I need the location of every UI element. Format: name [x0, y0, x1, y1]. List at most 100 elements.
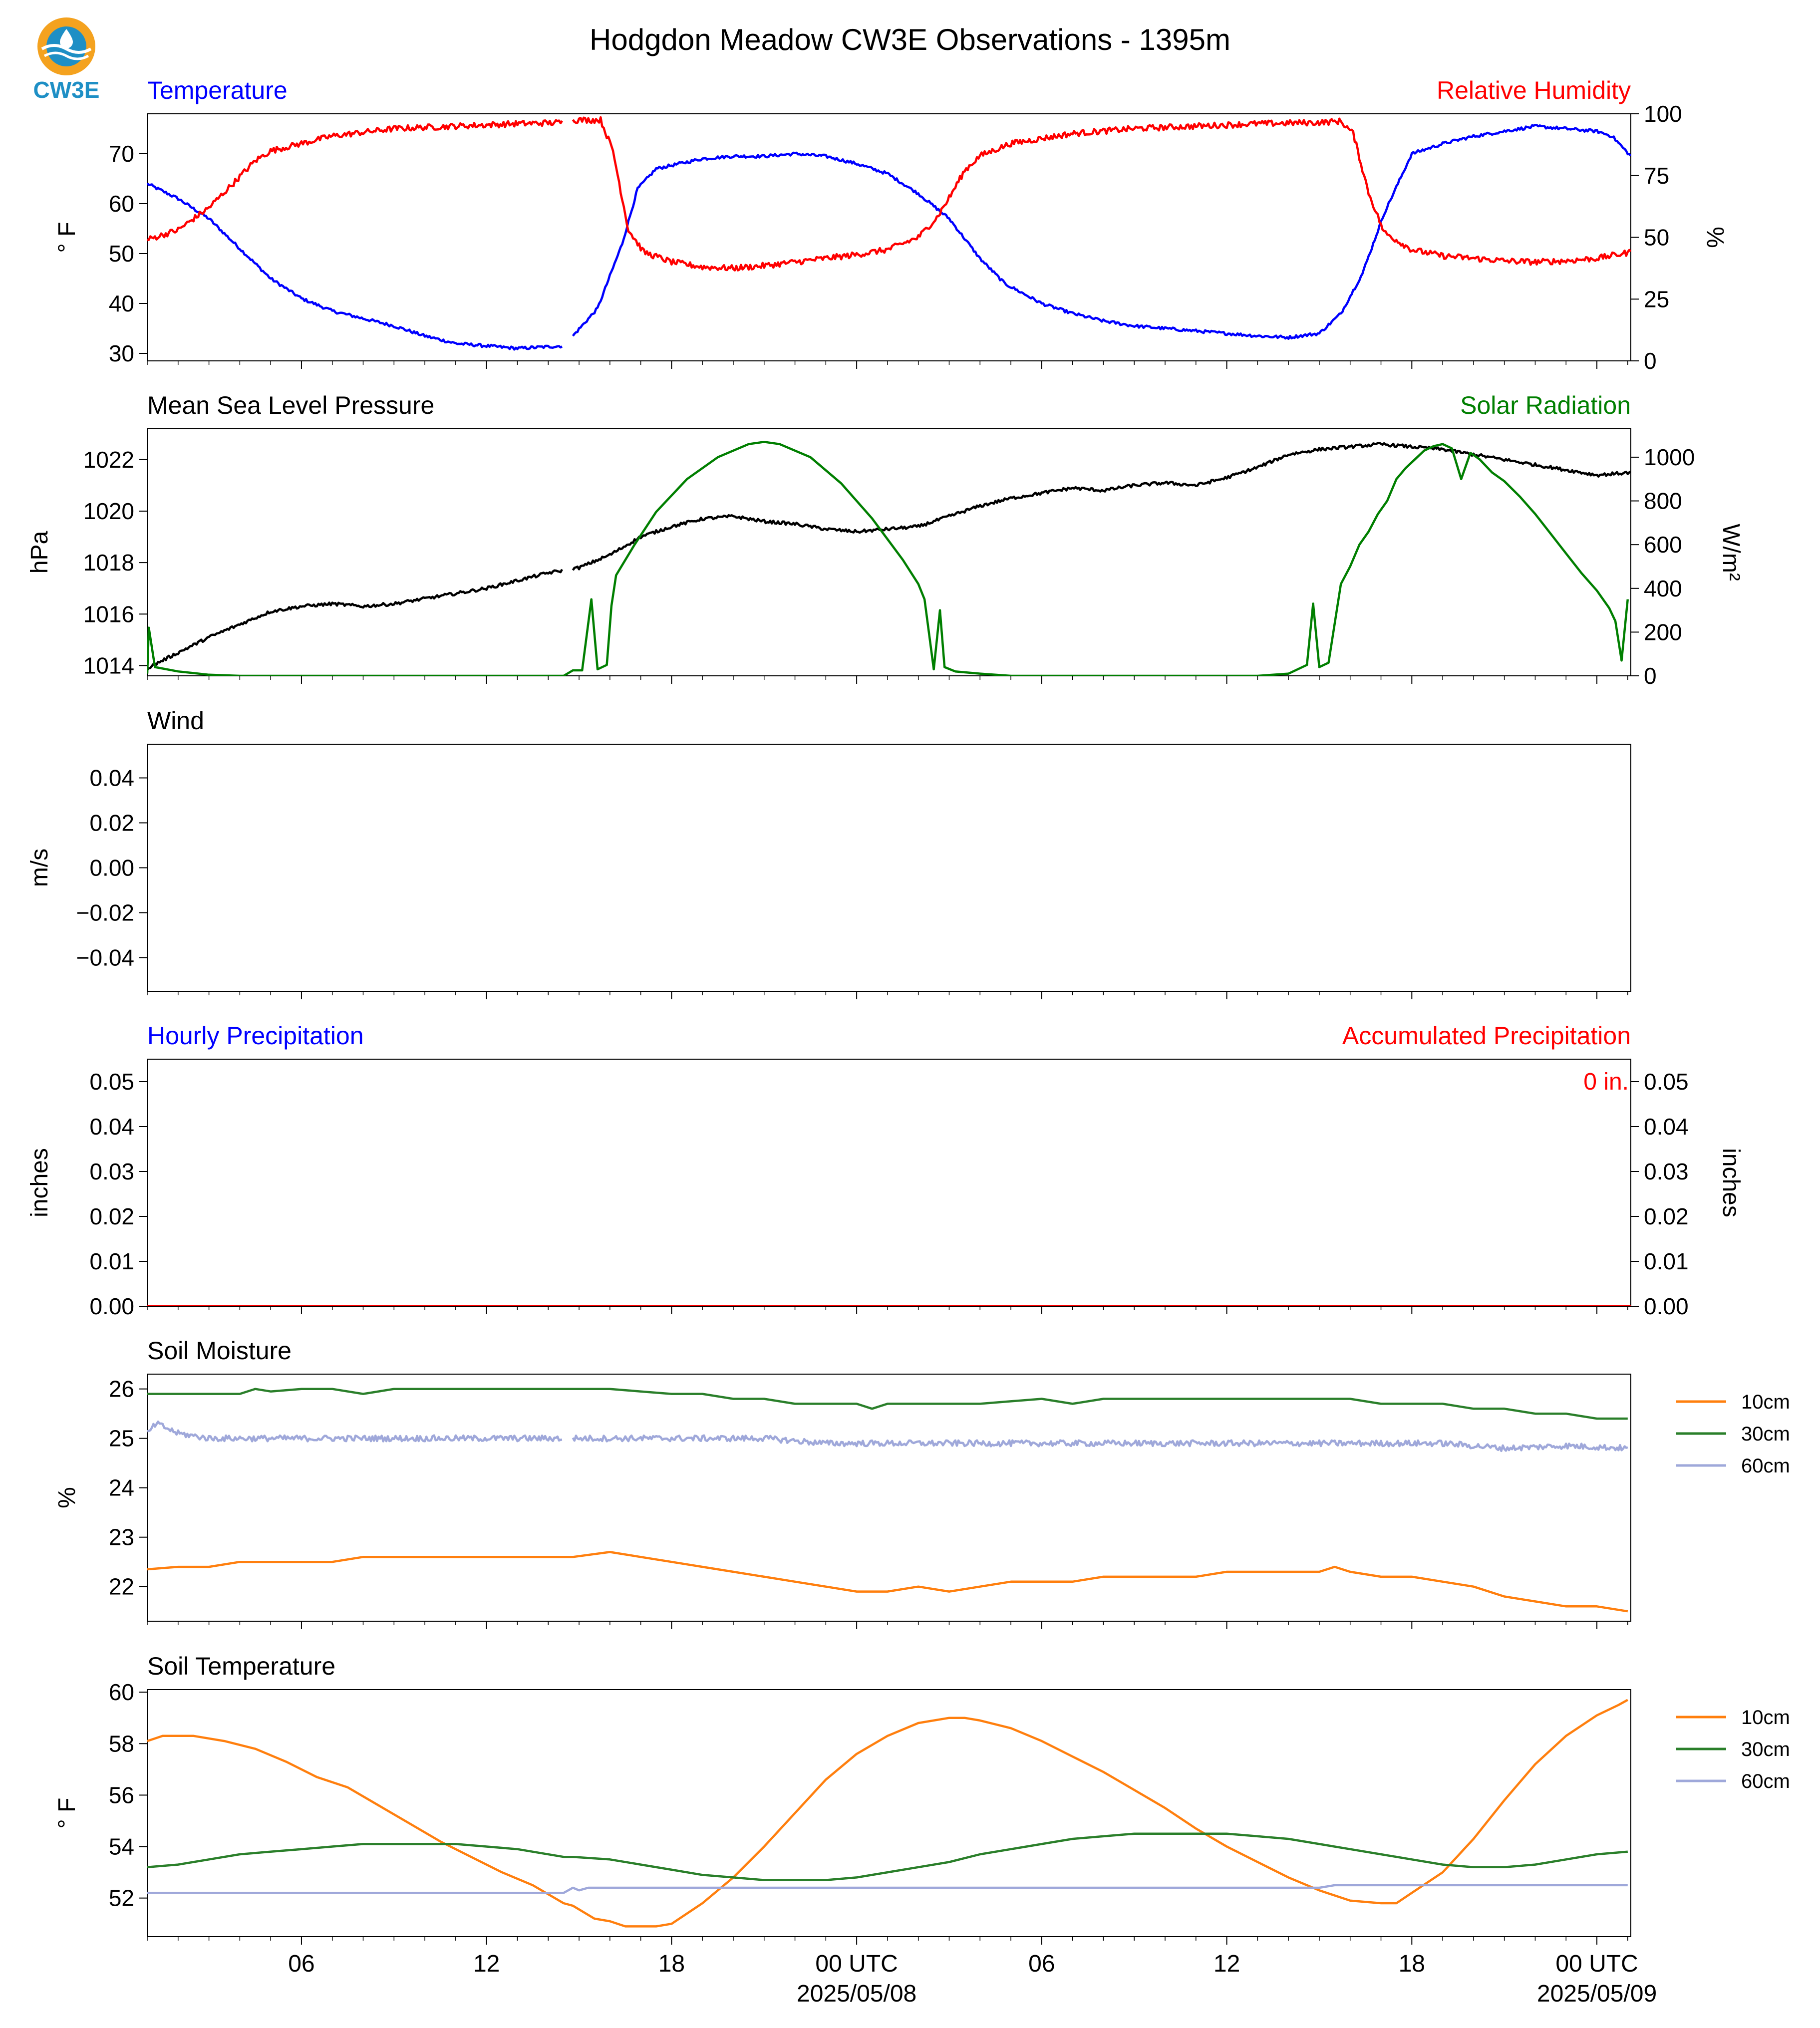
y-tick-label-left: 0.02	[89, 1203, 134, 1229]
y-tick-label-left: 26	[109, 1376, 134, 1402]
raindrop-icon	[60, 29, 73, 48]
y-tick-label-left: 1022	[83, 447, 134, 473]
accumulated-total-label: 0 in.	[1583, 1069, 1629, 1095]
series-mean-sea-level-pressure	[147, 442, 1631, 671]
x-tick-label: 06	[1028, 1951, 1055, 1977]
y-tick-label-left: 25	[109, 1426, 134, 1451]
y-tick-label-left: 0.01	[89, 1248, 134, 1274]
chart-panels: 30 40 50 60 70 0 25 50 75 100 Temperature Relative …	[26, 76, 1790, 1945]
y-tick-label-left: 40	[109, 290, 134, 316]
y-tick-label-left: 0.00	[89, 1293, 134, 1319]
chart-panel-soil_moisture: 22 23 24 25 26 Soil Moisture% 10cm 30cm 60cm	[54, 1337, 1790, 1629]
y-tick-label-left: 0.00	[89, 855, 134, 881]
y-tick-label-left: 50	[109, 241, 134, 267]
series-line	[147, 1699, 1628, 1928]
y-axis-label-left: inches	[26, 1148, 53, 1217]
y-tick-label-left: 0.03	[89, 1159, 134, 1184]
cw3e-logo: CW3E	[33, 17, 100, 103]
y-tick-label-left: 56	[109, 1782, 134, 1808]
series-line	[147, 119, 563, 242]
x-date-label: 2025/05/09	[1537, 1981, 1657, 2007]
y-axis-label-right: %	[1702, 227, 1728, 248]
y-axis-label-right: W/m²	[1718, 524, 1744, 581]
y-tick-label-left: 1018	[83, 550, 134, 576]
x-tick-label: 12	[473, 1951, 500, 1977]
chart-panel-precip: 0.00 0.01 0.02 0.03 0.04 0.05 0.00 0.01 0.02 0.03…	[26, 1022, 1744, 1319]
legend-label: 30cm	[1741, 1423, 1790, 1445]
y-tick-label-right: 75	[1644, 163, 1669, 189]
y-tick-label-left: 60	[109, 1679, 134, 1705]
x-tick-label: 06	[288, 1951, 314, 1977]
chart-panel-temp_rh: 30 40 50 60 70 0 25 50 75 100 Temperature Relative …	[54, 76, 1728, 374]
panel-title-right: Relative Humidity	[1437, 76, 1631, 104]
panel-title-left: Wind	[147, 707, 204, 735]
series-30cm	[147, 1832, 1628, 1881]
legend-label: 10cm	[1741, 1707, 1790, 1729]
plot-frame	[147, 428, 1631, 676]
y-tick-label-left: 0.04	[89, 1114, 134, 1140]
y-tick-label-left: 30	[109, 340, 134, 366]
series-line	[147, 1420, 563, 1443]
y-tick-label-left: 1014	[83, 652, 134, 678]
legend-label: 30cm	[1741, 1738, 1790, 1760]
y-tick-label-right: 1000	[1644, 444, 1695, 470]
series-relative-humidity	[147, 116, 1631, 272]
series-line	[147, 1551, 1628, 1613]
y-tick-label-left: 22	[109, 1574, 134, 1600]
series-line	[572, 442, 1631, 571]
x-tick-label: 00 UTC	[815, 1951, 898, 1977]
logo-wave	[41, 44, 92, 54]
series-30cm	[147, 1388, 1628, 1420]
x-tick-label: 18	[658, 1951, 685, 1977]
legend: 10cm 30cm 60cm	[1676, 1391, 1790, 1477]
y-axis-label-left: m/s	[26, 849, 53, 887]
y-tick-label-right: 0.04	[1644, 1114, 1689, 1140]
y-tick-label-right: 600	[1644, 532, 1682, 558]
y-tick-label-left: 0.04	[89, 765, 134, 791]
x-date-label: 2025/05/08	[797, 1981, 916, 2007]
y-tick-label-left: 58	[109, 1731, 134, 1756]
y-tick-label-right: 0.02	[1644, 1203, 1689, 1229]
y-tick-label-right: 100	[1644, 101, 1682, 127]
logo-text: CW3E	[33, 77, 100, 103]
y-tick-label-left: −0.02	[76, 900, 134, 926]
plot-frame	[147, 1374, 1631, 1622]
series-60cm	[147, 1420, 1628, 1452]
y-tick-label-left: 52	[109, 1885, 134, 1911]
y-tick-label-right: 800	[1644, 488, 1682, 514]
y-tick-label-left: 60	[109, 191, 134, 217]
y-tick-label-right: 50	[1644, 225, 1669, 251]
series-line	[147, 1388, 1628, 1420]
panel-title-left: Soil Temperature	[147, 1652, 335, 1680]
panel-title-left: Hourly Precipitation	[147, 1022, 364, 1050]
y-tick-label-left: 1016	[83, 601, 134, 627]
legend: 10cm 30cm 60cm	[1676, 1707, 1790, 1792]
y-tick-label-left: 0.05	[89, 1069, 134, 1095]
legend-label: 10cm	[1741, 1391, 1790, 1413]
panel-title-right: Solar Radiation	[1460, 391, 1631, 419]
series-line	[147, 569, 563, 671]
plot-frame	[147, 1689, 1631, 1937]
series-60cm	[147, 1884, 1628, 1894]
y-tick-label-left: 23	[109, 1524, 134, 1550]
series-10cm	[147, 1699, 1628, 1928]
chart-panel-soil_temp: 52 54 56 58 60 Soil Temperature ° F 10cm 30cm 60c…	[54, 1652, 1790, 1945]
y-tick-label-left: 54	[109, 1834, 134, 1860]
series-line	[147, 441, 1629, 676]
series-10cm	[147, 1551, 1628, 1613]
y-axis-label-left: hPa	[26, 531, 53, 574]
y-tick-label-right: 0.01	[1644, 1248, 1689, 1274]
y-tick-label-right: 0.03	[1644, 1159, 1689, 1184]
panel-title-left: Mean Sea Level Pressure	[147, 391, 434, 419]
y-tick-label-right: 0	[1644, 663, 1657, 689]
series-temperature	[147, 123, 1631, 351]
y-tick-label-right: 0.00	[1644, 1293, 1689, 1319]
x-axis-labels: 06 12 18 00 UTC 06 12 18 00 UTC 2025/05/08 2025/0…	[288, 1951, 1657, 2007]
y-axis-label-left: ° F	[54, 222, 80, 253]
chart-panel-wind: −0.04 −0.02 0.00 0.02 0.04 Wind m/s	[26, 707, 1631, 999]
series-line	[572, 116, 1631, 272]
y-tick-label-left: 0.02	[89, 810, 134, 836]
y-tick-label-left: 24	[109, 1475, 134, 1501]
